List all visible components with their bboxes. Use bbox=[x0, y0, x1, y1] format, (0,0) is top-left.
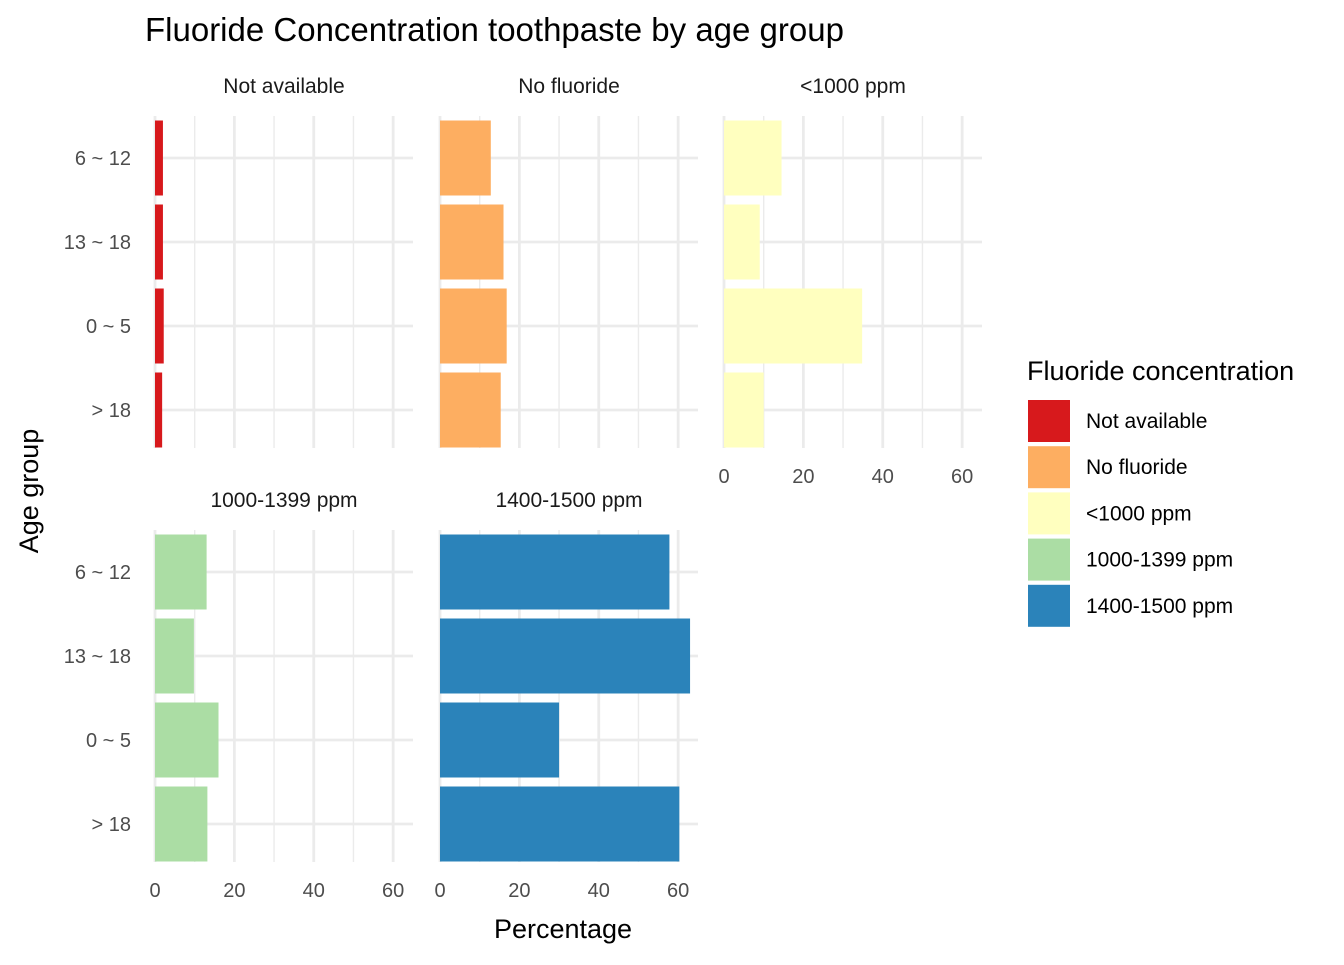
facet-panel-1000-1399-ppm: 1000-1399 ppm 6 ~ 12 13 ~ 18 0 ~ 5 > 18 0 20 40… bbox=[64, 489, 413, 902]
x-tick-label: 40 bbox=[872, 466, 894, 488]
x-axis-title: Percentage bbox=[494, 914, 632, 944]
legend-item-1000-1399-ppm: 1000-1399 ppm bbox=[1028, 538, 1233, 581]
facet-strip-label: Not available bbox=[223, 75, 344, 98]
x-tick-label: 40 bbox=[588, 880, 610, 902]
facet-panel-not-available: Not available 6 ~ 12 13 ~ 18 0 ~ 5 > 18 bbox=[64, 75, 413, 448]
bar-1400-1500-ppm-13-18 bbox=[440, 618, 691, 694]
legend-item-1000-ppm: <1000 ppm bbox=[1028, 492, 1192, 535]
x-tick-label: 20 bbox=[223, 880, 245, 902]
y-axis-title: Age group bbox=[14, 429, 44, 554]
legend-label: 1000-1399 ppm bbox=[1086, 549, 1233, 572]
legend: Not available No fluoride <1000 ppm 1000-13… bbox=[1028, 400, 1233, 627]
legend-swatch bbox=[1028, 538, 1070, 581]
bar-1400-1500-ppm-0-5 bbox=[440, 702, 560, 778]
bar-1000-1399-ppm-0-5 bbox=[155, 702, 219, 778]
facet-strip-label: 1000-1399 ppm bbox=[210, 489, 357, 512]
facet-panel-1400-1500-ppm: 1400-1500 ppm 0 20 40 60 bbox=[434, 489, 698, 902]
bar-not-available-0-5 bbox=[155, 288, 164, 364]
bar-1400-1500-ppm-18 bbox=[440, 786, 680, 862]
x-tick-label: 0 bbox=[149, 880, 160, 902]
bar-1000-1399-ppm-6-12 bbox=[155, 534, 207, 610]
y-tick-label: 13 ~ 18 bbox=[64, 232, 131, 254]
x-tick-label: 60 bbox=[382, 880, 404, 902]
bar-not-available-13-18 bbox=[155, 204, 163, 280]
bar-1000-ppm-6-12 bbox=[724, 120, 782, 196]
y-tick-label: 0 ~ 5 bbox=[86, 316, 131, 338]
facet-strip-label: No fluoride bbox=[518, 75, 620, 98]
x-tick-label: 20 bbox=[792, 466, 814, 488]
facet-panel-1000-ppm: <1000 ppm 0 20 40 60 bbox=[718, 75, 982, 488]
facet-strip-label: 1400-1500 ppm bbox=[495, 489, 642, 512]
legend-swatch bbox=[1028, 492, 1070, 535]
legend-label: <1000 ppm bbox=[1086, 502, 1192, 525]
bar-1000-ppm-0-5 bbox=[724, 288, 863, 364]
bar-1000-ppm-13-18 bbox=[724, 204, 760, 280]
legend-item-no-fluoride: No fluoride bbox=[1028, 446, 1188, 489]
x-tick-label: 40 bbox=[303, 880, 325, 902]
y-tick-label: 6 ~ 12 bbox=[75, 562, 131, 584]
legend-swatch bbox=[1028, 446, 1070, 489]
x-tick-label: 0 bbox=[434, 880, 445, 902]
bar-1000-ppm-18 bbox=[724, 372, 764, 448]
bar-1000-1399-ppm-18 bbox=[155, 786, 208, 862]
x-tick-label: 0 bbox=[718, 466, 729, 488]
facet-strip-label: <1000 ppm bbox=[800, 75, 906, 98]
legend-item-not-available: Not available bbox=[1028, 400, 1207, 442]
bar-no-fluoride-6-12 bbox=[440, 120, 491, 196]
x-tick-label: 60 bbox=[667, 880, 689, 902]
legend-label: 1400-1500 ppm bbox=[1086, 595, 1233, 618]
bar-not-available-18 bbox=[155, 372, 163, 448]
bar-no-fluoride-13-18 bbox=[440, 204, 504, 280]
y-tick-label: > 18 bbox=[92, 400, 131, 422]
bar-1400-1500-ppm-6-12 bbox=[440, 534, 670, 610]
x-tick-label: 60 bbox=[951, 466, 973, 488]
legend-title: Fluoride concentration bbox=[1027, 356, 1294, 386]
bar-no-fluoride-18 bbox=[440, 372, 501, 448]
legend-label: No fluoride bbox=[1086, 456, 1188, 479]
legend-swatch bbox=[1028, 400, 1070, 442]
y-tick-label: 6 ~ 12 bbox=[75, 148, 131, 170]
legend-swatch bbox=[1028, 584, 1070, 627]
facet-panel-no-fluoride: No fluoride bbox=[438, 75, 698, 448]
bar-not-available-6-12 bbox=[155, 120, 163, 196]
y-tick-label: 13 ~ 18 bbox=[64, 646, 131, 668]
facet-panels: Not available 6 ~ 12 13 ~ 18 0 ~ 5 > 18 No fl… bbox=[64, 75, 982, 902]
x-tick-label: 20 bbox=[508, 880, 530, 902]
legend-item-1400-1500-ppm: 1400-1500 ppm bbox=[1028, 584, 1233, 627]
bar-no-fluoride-0-5 bbox=[440, 288, 507, 364]
bar-1000-1399-ppm-13-18 bbox=[155, 618, 194, 694]
y-tick-label: > 18 bbox=[92, 814, 131, 836]
legend-label: Not available bbox=[1086, 410, 1207, 433]
chart-title: Fluoride Concentration toothpaste by age… bbox=[145, 11, 844, 48]
y-tick-label: 0 ~ 5 bbox=[86, 730, 131, 752]
